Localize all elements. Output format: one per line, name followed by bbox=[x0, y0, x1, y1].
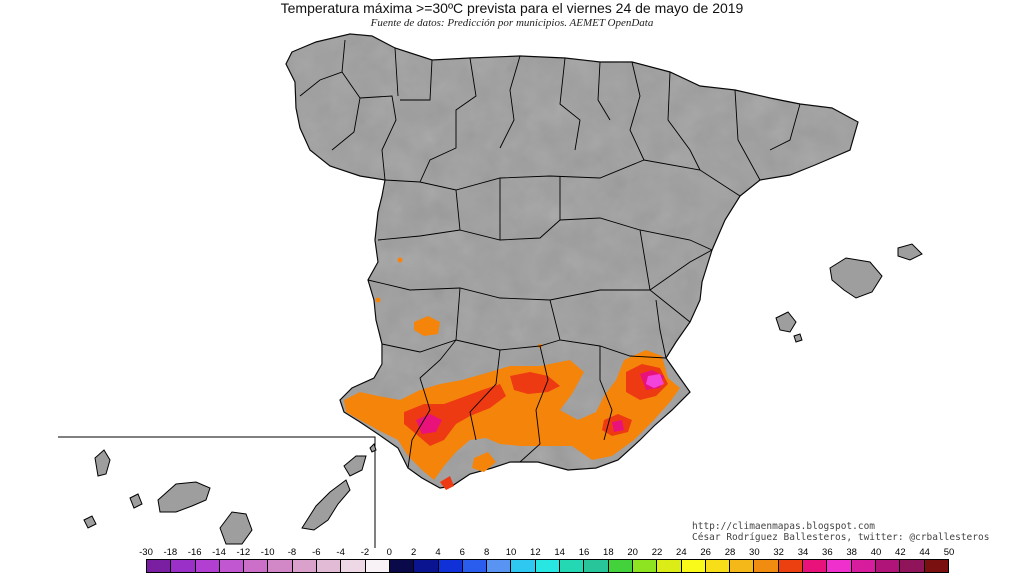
legend-swatch bbox=[657, 560, 682, 572]
legend-tick-label: 36 bbox=[822, 547, 833, 558]
legend-tick-label: 22 bbox=[651, 547, 663, 558]
legend-tick-label: 28 bbox=[724, 547, 736, 558]
legend-tick-label: -2 bbox=[360, 547, 370, 558]
legend-tick-label: 42 bbox=[895, 547, 906, 558]
legend-swatch bbox=[195, 560, 220, 572]
legend-swatch bbox=[632, 560, 658, 572]
legend-swatch bbox=[875, 560, 901, 572]
balearic-islands bbox=[775, 243, 923, 343]
legend-tick-label: 14 bbox=[554, 547, 565, 558]
legend-swatch bbox=[317, 560, 342, 572]
legend-swatch bbox=[754, 560, 779, 572]
heat-30-32 bbox=[344, 257, 680, 480]
legend-tick-label: 2 bbox=[411, 547, 417, 558]
legend-swatch bbox=[365, 560, 390, 572]
legend-swatch bbox=[462, 560, 488, 572]
canary-islands bbox=[83, 443, 377, 545]
legend-tick-label: -12 bbox=[236, 547, 251, 558]
legend-tick-label: 30 bbox=[749, 547, 760, 558]
map-title: Temperatura máxima >=30ºC prevista para … bbox=[280, 0, 744, 16]
legend-tick-label: 50 bbox=[943, 547, 955, 558]
legend-tick-label: 34 bbox=[797, 547, 809, 558]
legend-swatch bbox=[244, 560, 269, 572]
legend-tick-label: 10 bbox=[505, 547, 517, 558]
legend-tick-label: 0 bbox=[386, 547, 392, 558]
legend-swatch bbox=[219, 560, 245, 572]
legend-swatch bbox=[171, 560, 196, 572]
heat-36-38 bbox=[646, 374, 664, 388]
legend-tick-label: 18 bbox=[603, 547, 614, 558]
legend-tick-label: -4 bbox=[336, 547, 345, 558]
color-scale-legend: -30 -18 -16 -14 -12 -10 -8 -6 -4 -2 0 2 4 6 8 10 12 14 16 1… bbox=[139, 547, 954, 576]
legend-swatch bbox=[681, 560, 706, 572]
legend-tick-label: 24 bbox=[676, 547, 687, 558]
legend-tick-label: -14 bbox=[212, 547, 226, 558]
legend-tick-label: 12 bbox=[530, 547, 541, 558]
legend-tick-label: 40 bbox=[870, 547, 882, 558]
legend-tick-label: 26 bbox=[700, 547, 711, 558]
legend-tick-label: 4 bbox=[435, 547, 441, 558]
legend-tick-label: 6 bbox=[459, 547, 465, 558]
legend-swatch bbox=[924, 560, 948, 572]
credits: http://climaenmapas.blogspot.com César R… bbox=[692, 521, 989, 543]
legend-tick-label: -6 bbox=[312, 547, 321, 558]
legend-swatch bbox=[438, 560, 463, 572]
legend-tick-label: 20 bbox=[627, 547, 638, 558]
legend-swatch bbox=[535, 560, 561, 572]
legend-tick-label: -10 bbox=[260, 547, 275, 558]
legend-swatch bbox=[584, 560, 609, 572]
legend-swatch bbox=[803, 560, 828, 572]
legend-ticks: -30 -18 -16 -14 -12 -10 -8 -6 -4 -2 0 2 4 6 8 10 12 14 16 1… bbox=[139, 547, 954, 558]
legend-swatch bbox=[730, 560, 755, 572]
legend-swatch bbox=[560, 560, 585, 572]
legend-tick-label: 32 bbox=[773, 547, 784, 558]
map-subtitle: Fuente de datos: Predicción por municipi… bbox=[370, 17, 654, 29]
legend-color-bar bbox=[146, 559, 949, 573]
legend-swatch bbox=[341, 560, 366, 572]
credits-blog: http://climaenmapas.blogspot.com bbox=[692, 521, 876, 532]
legend-tick-label: -18 bbox=[163, 547, 178, 558]
legend-swatch bbox=[511, 560, 536, 572]
legend-swatch bbox=[414, 560, 439, 572]
legend-swatch bbox=[268, 560, 293, 572]
legend-swatch bbox=[827, 560, 852, 572]
terrain-texture bbox=[286, 34, 858, 488]
legend-tick-label: 16 bbox=[578, 547, 590, 558]
legend-swatch bbox=[705, 560, 731, 572]
legend-tick-label: -16 bbox=[187, 547, 202, 558]
legend-tick-label: -8 bbox=[287, 547, 297, 558]
legend-swatch bbox=[608, 560, 633, 572]
legend-swatch bbox=[487, 560, 512, 572]
canary-inset-frame bbox=[58, 436, 376, 548]
legend-swatch bbox=[778, 560, 804, 572]
legend-tick-label: 38 bbox=[846, 547, 857, 558]
legend-swatch bbox=[292, 560, 318, 572]
legend-swatch bbox=[389, 560, 415, 572]
credits-author: César Rodríguez Ballesteros, twitter: @c… bbox=[692, 532, 990, 543]
legend-tick-label: 8 bbox=[484, 547, 490, 558]
legend-swatch bbox=[851, 560, 876, 572]
province-borders bbox=[299, 39, 801, 469]
legend-swatch bbox=[900, 560, 925, 572]
legend-tick-label: 44 bbox=[919, 547, 930, 558]
legend-tick-label: -30 bbox=[139, 547, 153, 558]
legend-swatch bbox=[147, 560, 172, 572]
